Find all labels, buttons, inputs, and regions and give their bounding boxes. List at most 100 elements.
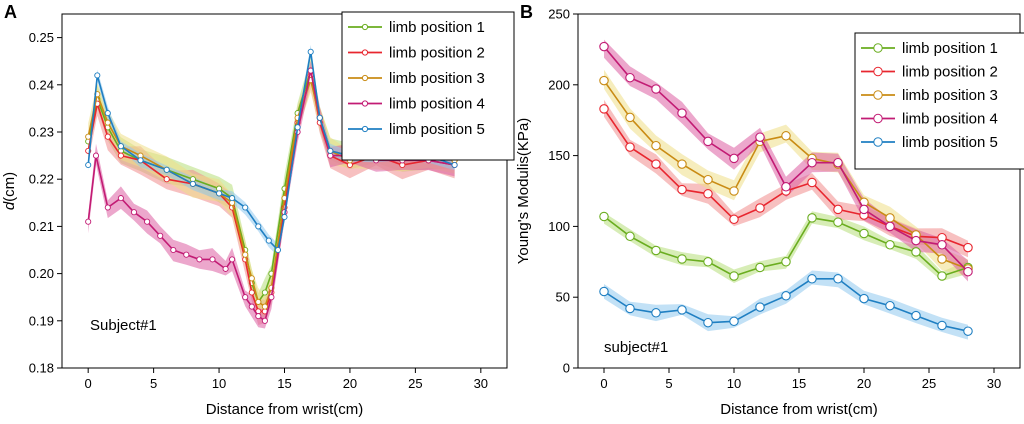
data-point — [599, 41, 609, 52]
y-tick-label: 200 — [548, 77, 570, 92]
y-tick-label: 50 — [556, 290, 570, 305]
y-axis-label: d(cm) — [1, 172, 18, 210]
data-point — [229, 195, 236, 202]
data-point — [703, 317, 713, 328]
x-tick-label: 25 — [922, 376, 936, 391]
data-point — [781, 291, 791, 301]
y-tick-label: 150 — [548, 148, 570, 163]
data-point — [885, 240, 895, 250]
y-tick-label: 0.18 — [29, 361, 54, 376]
x-tick-label: 15 — [792, 376, 806, 391]
series-band-1 — [604, 211, 968, 283]
data-point — [677, 159, 687, 169]
data-point — [104, 110, 111, 117]
x-tick-label: 10 — [727, 376, 741, 391]
data-point — [265, 237, 272, 244]
series-line-4 — [87, 70, 455, 323]
data-point — [268, 294, 275, 301]
y-tick-label: 0.23 — [29, 125, 54, 140]
data-point — [807, 274, 817, 284]
x-tick-label: 20 — [857, 376, 871, 391]
y-tick-label: 0.19 — [29, 313, 54, 328]
y-axis-label: Young's Modulis(KPa) — [515, 118, 532, 265]
data-point — [937, 271, 947, 281]
data-point — [163, 166, 170, 173]
data-point — [599, 75, 609, 86]
data-point — [229, 256, 236, 263]
data-point — [625, 72, 635, 83]
y-tick-label: 0.20 — [29, 266, 54, 281]
data-point — [703, 189, 713, 199]
legend-marker-1 — [361, 23, 369, 31]
data-point — [248, 303, 255, 310]
y-axis-label-italic: d — [1, 201, 18, 210]
data-point — [216, 190, 223, 197]
data-point — [755, 302, 765, 312]
data-point — [117, 152, 124, 159]
data-point — [261, 303, 268, 310]
data-point — [651, 245, 661, 256]
data-point — [255, 313, 262, 320]
data-point — [911, 310, 921, 321]
data-point — [703, 136, 713, 147]
x-tick-label: 10 — [212, 376, 226, 391]
y-tick-label: 100 — [548, 219, 570, 234]
data-point — [117, 143, 124, 150]
data-point — [729, 186, 739, 196]
chart-panel-B: B 0 5 10 15 20 25 30 0 50 100 150 200 250 Distance fro… — [515, 2, 1024, 418]
data-point — [599, 286, 609, 297]
legend-marker-2 — [873, 66, 883, 77]
data-point — [729, 316, 739, 327]
data-point — [963, 326, 973, 336]
data-point — [85, 218, 92, 225]
legend: limb position 1 limb position 2 limb posit… — [341, 11, 515, 161]
legend-marker-4 — [361, 100, 369, 107]
data-point — [261, 317, 268, 324]
x-axis-label: Distance from wrist(cm) — [720, 401, 878, 418]
series-band-5 — [604, 270, 968, 340]
data-point — [755, 132, 765, 142]
data-point — [755, 203, 765, 213]
x-tick-label: 30 — [474, 376, 488, 391]
subject-annotation: subject#1 — [604, 339, 668, 356]
data-point — [911, 235, 921, 246]
data-point — [729, 214, 739, 225]
legend-box — [854, 32, 1024, 170]
x-axis-label: Distance from wrist(cm) — [206, 401, 364, 418]
data-point — [651, 140, 661, 151]
data-point — [157, 232, 164, 239]
x-tick-label: 30 — [987, 376, 1001, 391]
data-point — [651, 84, 661, 94]
data-point — [117, 195, 124, 202]
data-point — [307, 48, 314, 55]
data-point — [92, 152, 100, 159]
data-point — [85, 161, 92, 169]
data-point — [183, 251, 190, 258]
data-point — [807, 157, 817, 168]
data-point — [833, 157, 843, 168]
data-point — [104, 204, 111, 211]
data-point — [963, 266, 973, 277]
data-point — [144, 218, 151, 225]
data-point — [963, 242, 973, 253]
data-point — [130, 209, 138, 216]
legend-marker-5 — [873, 137, 883, 147]
data-point — [885, 221, 895, 232]
data-point — [281, 213, 288, 221]
legend-entry-1: limb position 1 — [389, 19, 485, 36]
panel-label: B — [520, 2, 533, 22]
data-point — [859, 293, 869, 304]
x-tick-label: 20 — [343, 376, 357, 391]
data-point — [209, 256, 216, 263]
data-point — [255, 298, 262, 305]
data-point — [625, 142, 635, 152]
data-point — [781, 257, 791, 267]
x-tick-label: 5 — [665, 376, 672, 391]
legend-box — [341, 11, 515, 161]
data-point — [85, 133, 92, 140]
legend-entry-5: limb position 5 — [902, 134, 998, 151]
data-point — [242, 294, 249, 301]
data-point — [248, 275, 255, 282]
data-point — [651, 308, 661, 318]
data-point — [255, 223, 262, 230]
